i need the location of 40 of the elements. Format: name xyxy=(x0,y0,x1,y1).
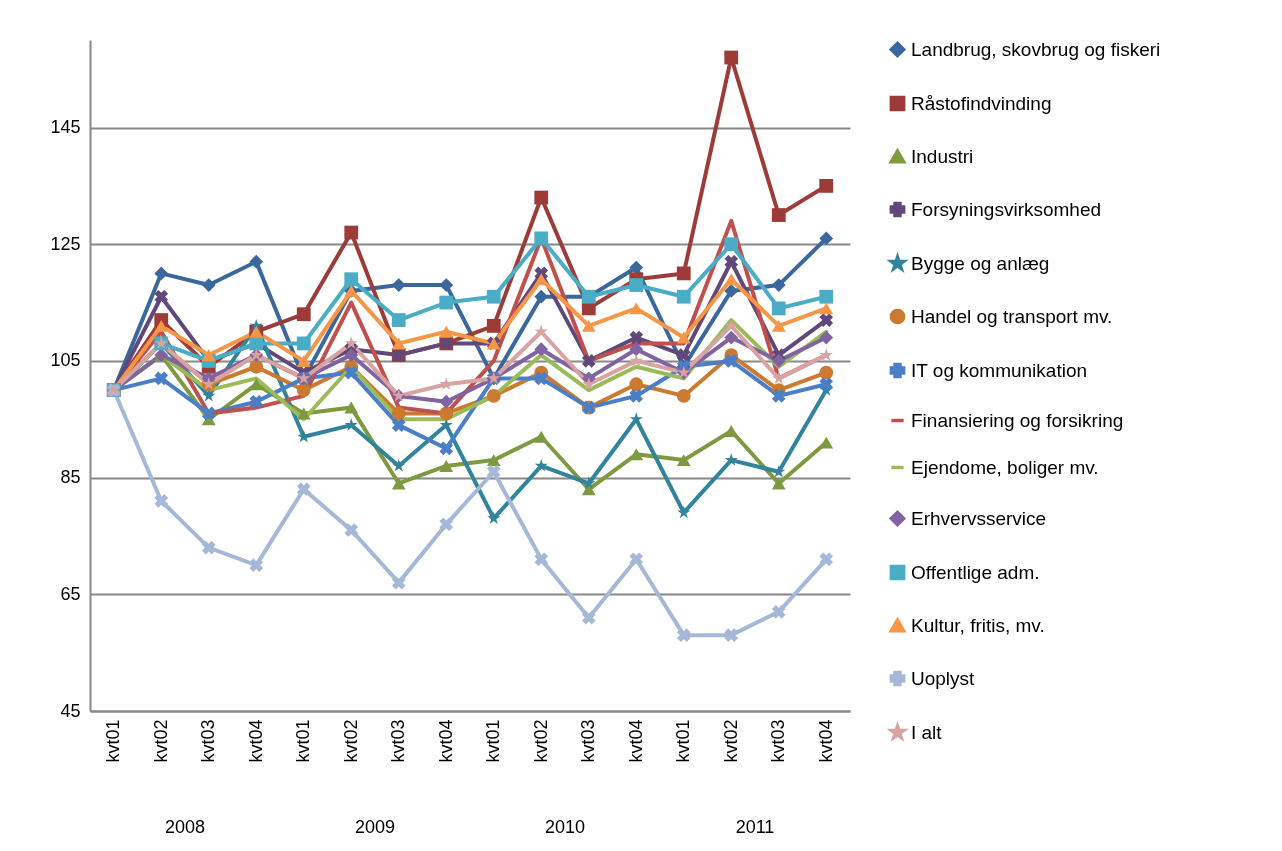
legend-label: Landbrug, skovbrug og fiskeri xyxy=(911,38,1161,60)
legend-label: Finansiering og forsikring xyxy=(911,409,1124,431)
text: 2011 xyxy=(735,817,775,837)
x-tick-label: kvt01 xyxy=(293,719,314,763)
legend-label: I alt xyxy=(911,721,943,743)
x-tick-label: kvt02 xyxy=(720,719,741,763)
legend-label: Bygge og anlæg xyxy=(911,252,1050,274)
x-tick-label: kvt02 xyxy=(340,719,361,763)
x-tick-label: kvt04 xyxy=(625,719,646,763)
x-tick-label: kvt01 xyxy=(483,719,504,763)
x-tick-label: kvt03 xyxy=(388,719,409,763)
x-tick-label: kvt01 xyxy=(673,719,694,763)
legend-label: IT og kommunikation xyxy=(911,359,1088,381)
legend-label: Ejendome, boliger mv. xyxy=(911,456,1099,478)
y-tick-label: 145 xyxy=(50,117,81,138)
y-tick-label: 45 xyxy=(60,700,81,721)
x-tick-label: kvt04 xyxy=(245,719,266,763)
y-tick-label: 65 xyxy=(60,583,81,604)
x-tick-label: kvt03 xyxy=(768,719,789,763)
legend-label: Uoplyst xyxy=(911,667,976,689)
text: 2009 xyxy=(354,817,396,837)
x-tick-label: kvt02 xyxy=(530,719,551,763)
x-tick-label: kvt02 xyxy=(150,719,171,763)
x-tick-label: kvt04 xyxy=(815,719,836,763)
text: 2008 xyxy=(164,817,206,837)
legend-label: Råstofindvinding xyxy=(911,92,1052,114)
legend-label: Industri xyxy=(911,145,974,167)
text: 2010 xyxy=(544,817,586,837)
x-tick-label: kvt03 xyxy=(578,719,599,763)
y-tick-label: 105 xyxy=(50,350,81,371)
y-tick-label: 85 xyxy=(60,467,81,488)
x-tick-label: kvt04 xyxy=(435,719,456,763)
legend-label: Kultur, fritis, mv. xyxy=(911,614,1045,636)
legend-label: Erhvervsservice xyxy=(911,507,1047,529)
x-tick-label: kvt01 xyxy=(103,719,124,763)
y-tick-label: 125 xyxy=(50,233,81,254)
legend-label: Offentlige adm. xyxy=(911,561,1040,583)
legend-label: Forsyningsvirksomhed xyxy=(911,198,1102,220)
legend-label: Handel og transport mv. xyxy=(911,305,1113,327)
x-tick-label: kvt03 xyxy=(198,719,219,763)
